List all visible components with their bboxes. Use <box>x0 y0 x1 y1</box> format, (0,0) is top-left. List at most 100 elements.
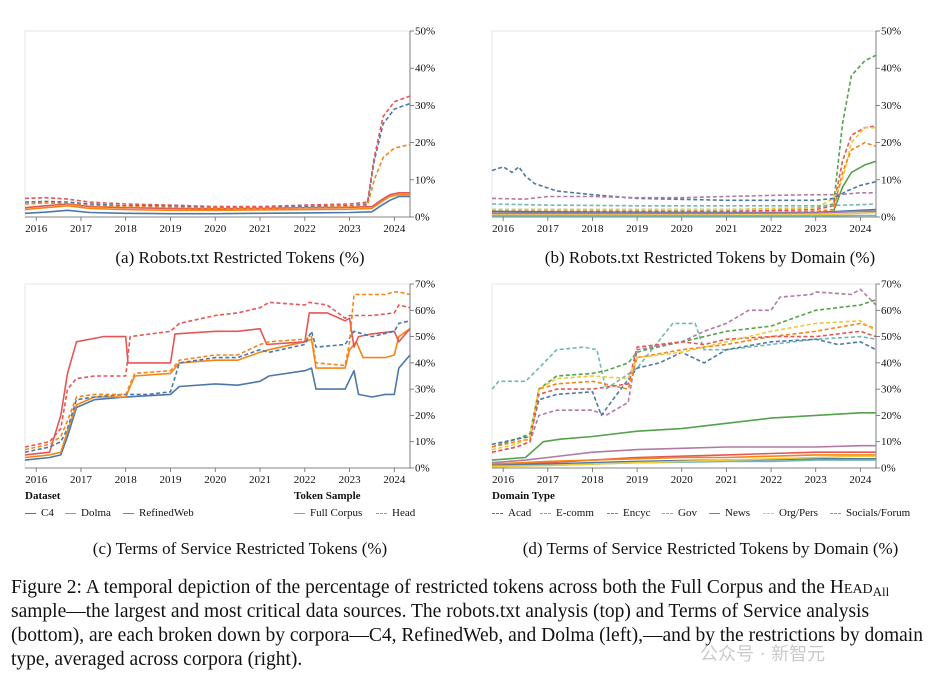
y-tick-label: 50% <box>415 331 435 343</box>
x-tick-label: 2024 <box>849 223 872 235</box>
y-tick-label: 10% <box>881 174 901 186</box>
x-tick-label: 2019 <box>626 474 649 486</box>
series-line-gov-head <box>491 203 877 207</box>
x-tick-label: 2022 <box>760 223 782 235</box>
y-tick-label: 0% <box>415 463 430 475</box>
plot-frame <box>491 30 877 218</box>
y-tick-label: 0% <box>881 463 896 475</box>
plot-frame <box>24 30 411 218</box>
legend-item-ecomm: E-comm <box>540 507 594 519</box>
x-tick-label: 2016 <box>492 223 515 235</box>
x-tick-label: 2018 <box>115 474 138 486</box>
series-line-refinedweb-head <box>24 95 411 208</box>
legend-item-head: Head <box>376 507 415 519</box>
x-tick-label: 2020 <box>204 223 227 235</box>
x-tick-label: 2023 <box>339 474 362 486</box>
chart-panel-a: 0% 10% 20% 30% 40% 50% 2016 2017 2018 2019 2020 202… <box>24 26 435 235</box>
legend-item-org-pers: Org/Pers <box>763 507 818 519</box>
x-tick-label: 2023 <box>805 474 828 486</box>
series-line-dolma-full-corpus <box>24 193 410 212</box>
series-line-refinedweb-head <box>24 301 411 448</box>
series-line-refinedweb-full-corpus <box>24 312 411 456</box>
y-tick-label: 70% <box>881 279 901 291</box>
subcaption-d: (d) Terms of Service Restricted Tokens b… <box>522 539 899 558</box>
x-tick-label: 2024 <box>383 223 406 235</box>
x-tick-label: 2023 <box>339 223 362 235</box>
y-tick-label: 20% <box>415 410 435 422</box>
x-tick-label: 2024 <box>383 474 406 486</box>
y-tick-label: 60% <box>881 305 901 317</box>
y-tick-label: 20% <box>415 137 435 149</box>
x-tick-label: 2019 <box>626 223 649 235</box>
series-line-c4-head <box>24 102 411 209</box>
chart-d: 0% 10% 20% 30% 40% 50% 60% 70% 2016 2017 2018 2019 2… <box>491 279 901 486</box>
y-tick-label: 0% <box>881 212 896 224</box>
x-tick-label: 2017 <box>537 223 560 235</box>
x-tick-label: 2022 <box>294 223 316 235</box>
x-tick-label: 2016 <box>25 223 48 235</box>
series-line-encyc-head <box>491 330 877 453</box>
series-line-dolma-head <box>24 291 411 451</box>
x-tick-label: 2018 <box>115 223 138 235</box>
x-tick-label: 2016 <box>492 474 515 486</box>
x-tick-label: 2021 <box>249 474 271 486</box>
x-tick-label: 2024 <box>849 474 872 486</box>
legend-item-acad: Acad <box>492 507 531 519</box>
x-tick-label: 2020 <box>671 474 694 486</box>
y-tick-label: 50% <box>881 331 901 343</box>
series-line-news-full <box>491 412 876 461</box>
chart-panel-d: 0% 10% 20% 30% 40% 50% 60% 70% 2016 2017 2018 2019 2… <box>491 279 901 486</box>
chart-b: 0% 10% 20% 30% 40% 50% 2016 2017 2018 2019 2020 202… <box>491 26 901 235</box>
legend-dataset-title: Dataset <box>25 490 61 502</box>
y-tick-label: 40% <box>881 63 901 75</box>
chart-panel-b: 0% 10% 20% 30% 40% 50% 2016 2017 2018 2019 2020 202… <box>491 26 901 235</box>
legend-item-news: News <box>709 507 750 519</box>
y-tick-label: 30% <box>415 100 435 112</box>
legend-item-refinedweb: RefinedWeb <box>123 507 194 519</box>
x-tick-label: 2018 <box>581 474 604 486</box>
y-tick-label: 20% <box>881 410 901 422</box>
figure-caption: Figure 2: A temporal depiction of the pe… <box>11 577 923 670</box>
subcaption-b: (b) Robots.txt Restricted Tokens by Doma… <box>544 248 876 267</box>
y-tick-label: 20% <box>881 137 901 149</box>
x-tick-label: 2016 <box>25 474 48 486</box>
y-tick-label: 10% <box>415 174 435 186</box>
series-line-socials-forum-full <box>492 210 876 215</box>
y-tick-label: 10% <box>415 436 435 448</box>
x-tick-label: 2017 <box>70 474 93 486</box>
x-tick-label: 2018 <box>581 223 604 235</box>
y-tick-label: 30% <box>881 100 901 112</box>
x-tick-label: 2021 <box>249 223 271 235</box>
x-tick-label: 2017 <box>537 474 560 486</box>
series-line-socials-forum-full <box>491 444 876 464</box>
y-tick-label: 40% <box>415 357 435 369</box>
y-tick-label: 10% <box>881 436 901 448</box>
x-tick-label: 2019 <box>159 223 182 235</box>
series-line-acad-head <box>491 166 877 202</box>
subcaption-c: (c) Terms of Service Restricted Tokens (… <box>92 539 388 558</box>
series-line-e-comm-full <box>491 454 876 465</box>
y-tick-label: 50% <box>415 26 435 38</box>
x-tick-label: 2019 <box>159 474 182 486</box>
series-line-gov-head <box>491 322 877 390</box>
series-line-c4-full-corpus <box>24 354 411 461</box>
x-tick-label: 2021 <box>715 474 737 486</box>
y-tick-label: 60% <box>415 305 435 317</box>
chart-a: 0% 10% 20% 30% 40% 50% 2016 2017 2018 2019 2020 202… <box>24 26 435 235</box>
watermark: 公众号 · 新智元 <box>700 644 826 665</box>
series-line-c4-head <box>24 320 411 453</box>
series-line-org-pers-full <box>491 455 876 468</box>
series-line-socials-forum-head <box>491 192 876 200</box>
y-tick-label: 30% <box>415 384 435 396</box>
y-tick-label: 0% <box>415 212 430 224</box>
series-line-dolma-full-corpus <box>24 328 411 459</box>
x-tick-label: 2022 <box>760 474 782 486</box>
y-tick-label: 30% <box>881 384 901 396</box>
legend-item-gov: Gov <box>662 507 697 519</box>
legend-item-full-corpus: Full Corpus <box>294 507 362 519</box>
series-line-encyc-head <box>492 125 877 213</box>
series-line-e-comm-head <box>492 141 877 215</box>
subcaption-a: (a) Robots.txt Restricted Tokens (%) <box>115 248 365 267</box>
legend-token-title: Token Sample <box>294 490 361 502</box>
series-line-dolma-head <box>24 143 411 210</box>
